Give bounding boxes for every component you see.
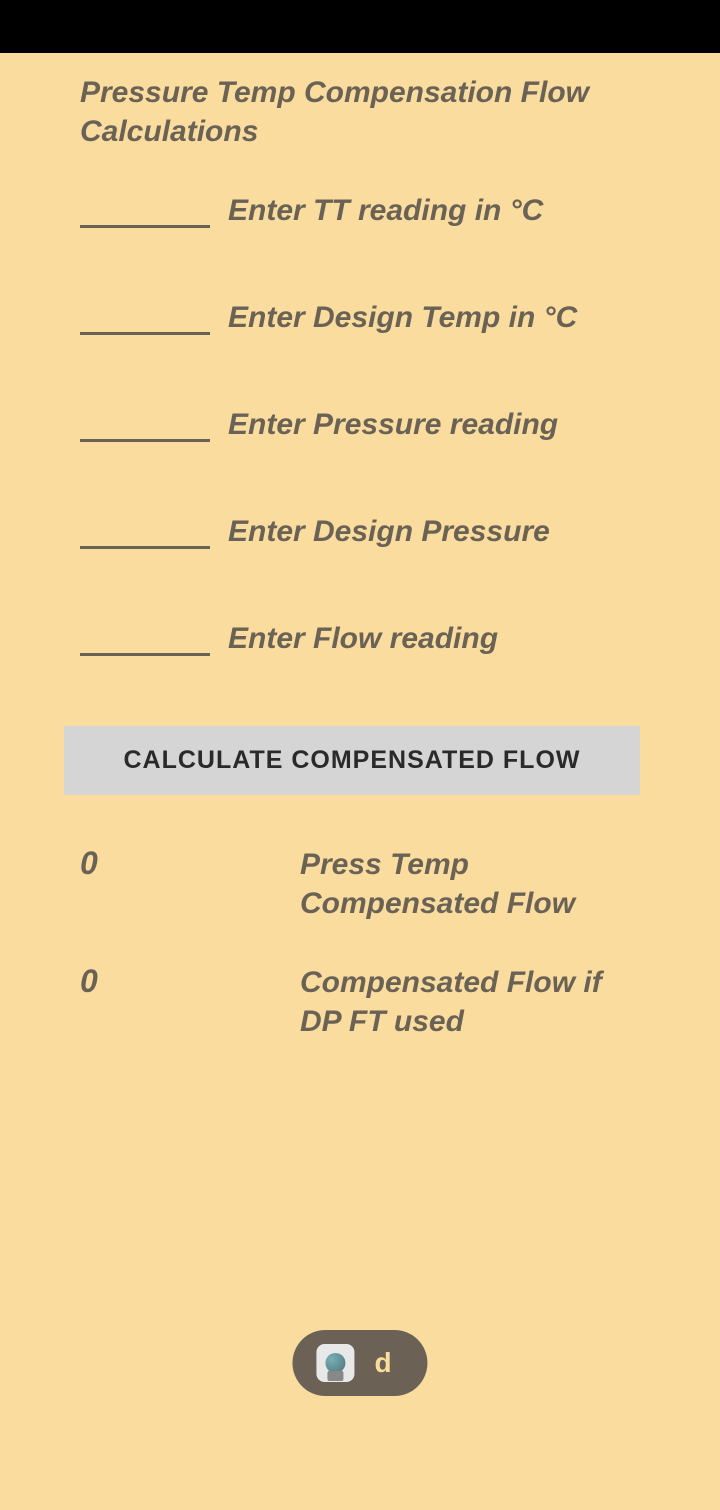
result-row-compensated-flow: 0 Press Temp Compensated Flow [80,845,640,923]
flow-reading-input[interactable] [80,619,210,656]
pressure-reading-input[interactable] [80,405,210,442]
floating-pill[interactable]: d [292,1330,427,1396]
design-temp-input[interactable] [80,298,210,335]
input-row-pressure-reading: Enter Pressure reading [80,405,640,442]
calculate-button[interactable]: CALCULATE COMPENSATED FLOW [64,726,640,795]
compensated-flow-label: Press Temp Compensated Flow [300,845,640,923]
result-row-dp-ft-flow: 0 Compensated Flow if DP FT used [80,963,640,1041]
dp-ft-flow-value: 0 [80,963,280,1000]
design-temp-label: Enter Design Temp in °C [228,301,640,335]
flow-reading-label: Enter Flow reading [228,622,640,656]
page-title: Pressure Temp Compensation Flow Calculat… [80,73,640,151]
input-row-design-pressure: Enter Design Pressure [80,512,640,549]
app-icon [316,1344,354,1382]
status-bar [0,0,720,53]
input-row-design-temp: Enter Design Temp in °C [80,298,640,335]
tt-reading-label: Enter TT reading in °C [228,194,640,228]
tt-reading-input[interactable] [80,191,210,228]
input-row-flow-reading: Enter Flow reading [80,619,640,656]
design-pressure-label: Enter Design Pressure [228,515,640,549]
input-row-tt-reading: Enter TT reading in °C [80,191,640,228]
pressure-reading-label: Enter Pressure reading [228,408,640,442]
compensated-flow-value: 0 [80,845,280,882]
dp-ft-flow-label: Compensated Flow if DP FT used [300,963,640,1041]
design-pressure-input[interactable] [80,512,210,549]
main-content: Pressure Temp Compensation Flow Calculat… [0,53,720,1041]
pill-text: d [374,1347,391,1379]
